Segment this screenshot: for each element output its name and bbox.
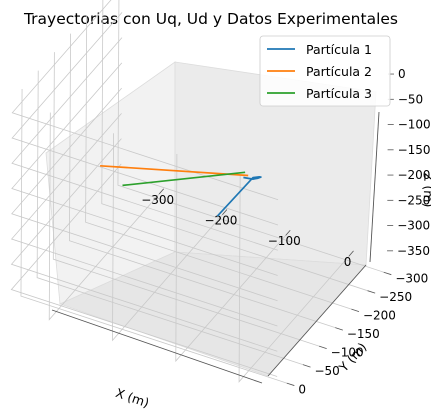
z-axis-label: Z (m) (420, 173, 431, 208)
legend: Partícula 1 Partícula 2 Partícula 3 (259, 35, 391, 107)
y-gridline (36, 70, 304, 365)
legend-label-2: Partícula 2 (306, 64, 372, 79)
y-ticks: 0 −50 −100 −150 −200 −250 −300 (286, 271, 428, 397)
z-gridline (11, 87, 278, 302)
y-tick-label: −200 (363, 309, 396, 323)
x-tick-label: −100 (268, 234, 301, 248)
gridlines (10, 0, 384, 384)
y-tick-label: −250 (379, 290, 412, 304)
z-gridline (10, 113, 278, 327)
z-ticks: 0 −50 −100 −150 −200 −250 −300 −350 (387, 67, 431, 258)
x-gridline (48, 112, 160, 321)
z-tick-label: −300 (397, 219, 430, 233)
z-tick-label: 0 (398, 67, 406, 81)
y-tick-mark (335, 327, 343, 331)
z-tick-label: −100 (398, 118, 431, 132)
y-tick-mark (286, 382, 295, 386)
y-gridline (85, 15, 352, 310)
z-tick-label: −150 (398, 143, 431, 157)
legend-label-3: Partícula 3 (306, 86, 372, 101)
x-tick-label: 0 (344, 255, 352, 269)
y-gridline (20, 89, 287, 384)
z-gridline (11, 0, 279, 201)
x-gridline (175, 153, 287, 363)
z-tick-label: −50 (398, 92, 423, 106)
y-tick-label: −50 (314, 364, 339, 378)
y-tick-mark (367, 290, 376, 294)
x-ticks: −300 −200 −100 0 (141, 188, 354, 269)
x-gridline (238, 174, 350, 383)
legend-box (259, 35, 391, 107)
y-tick-mark (351, 308, 360, 313)
z-tick-label: −350 (397, 244, 430, 258)
y-tick-mark (302, 364, 311, 368)
x-gridline (112, 133, 223, 342)
y-gridline (69, 33, 336, 329)
z-gridline (11, 37, 278, 251)
y-gridline (52, 52, 320, 347)
y-tick-label: −150 (347, 327, 380, 341)
y-tick-label: −300 (395, 272, 428, 286)
z-tick-label: −200 (397, 168, 430, 182)
y-gridline (117, 0, 384, 273)
x-tick-mark (348, 250, 354, 257)
y-tick-mark (383, 271, 392, 276)
y-tick-mark (318, 345, 327, 349)
z-axis-line (369, 111, 380, 263)
y-tick-label: −100 (331, 346, 364, 360)
series-lines (100, 164, 262, 217)
series-line-1 (216, 175, 262, 217)
x-tick-mark (285, 229, 291, 236)
x-tick-mark (222, 209, 228, 215)
y-gridline (101, 0, 368, 292)
x-axis-label: X (m) (114, 385, 151, 410)
x-tick-mark (158, 188, 164, 195)
series-line-3 (122, 171, 246, 187)
y-tick-label: 0 (298, 383, 306, 397)
x-tick-label: −300 (141, 193, 174, 207)
z-gridline (11, 12, 279, 226)
legend-label-1: Partícula 1 (306, 42, 372, 57)
x-axis-line (51, 309, 263, 384)
y-axis-line (267, 264, 367, 377)
z-gridline (11, 62, 278, 276)
z-tick-label: −250 (397, 193, 430, 207)
z-gridline (10, 138, 278, 352)
z-gridline (10, 163, 278, 377)
x-tick-label: −200 (204, 214, 237, 228)
chart-title: Trayectorias con Uq, Ud y Datos Experime… (23, 10, 398, 28)
